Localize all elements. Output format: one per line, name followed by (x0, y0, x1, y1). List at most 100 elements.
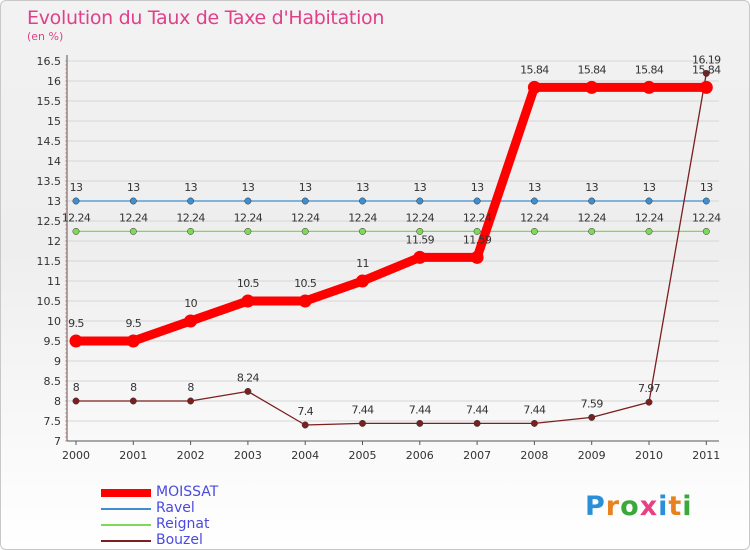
x-tick-label: 2005 (349, 449, 377, 462)
data-label: 13 (528, 181, 541, 194)
x-tick-label: 2009 (578, 449, 606, 462)
data-label: 13 (356, 181, 369, 194)
chart-legend: MOISSAT Ravel Reignat Bouzel (101, 484, 301, 549)
data-label: 11.59 (406, 233, 435, 246)
data-point (69, 334, 83, 348)
data-label: 11.59 (463, 233, 492, 246)
data-point (356, 274, 369, 288)
data-point (585, 80, 599, 94)
data-label: 7.4 (297, 405, 313, 418)
x-tick-label: 2002 (177, 449, 205, 462)
data-point (129, 227, 137, 235)
data-point (72, 227, 80, 235)
data-label: 13 (413, 181, 426, 194)
y-tick-label: 15.5 (37, 95, 62, 108)
data-point (359, 227, 366, 235)
data-label: 12.24 (234, 211, 263, 224)
data-label: 15.84 (635, 63, 664, 76)
data-label: 13 (471, 181, 484, 194)
data-label: 12.24 (692, 211, 721, 224)
data-label: 15.84 (692, 63, 721, 76)
grid-lines (67, 60, 719, 442)
y-tick-label: 12 (47, 235, 61, 248)
y-tick-label: 14 (47, 155, 61, 168)
data-label: 16.19 (692, 53, 721, 66)
data-label: 13 (700, 181, 713, 194)
y-tick-label: 16 (47, 75, 61, 88)
data-point (416, 419, 424, 427)
data-point (129, 397, 137, 405)
x-tick-label: 2004 (291, 449, 319, 462)
data-point (244, 227, 252, 235)
chart-unit-label: (en %) (27, 30, 64, 43)
data-label: 13 (299, 181, 312, 194)
proxiti-logo: Proxiti (585, 491, 693, 522)
data-label: 12.24 (520, 211, 549, 224)
data-point (359, 419, 366, 427)
series-line-bouzel (75, 72, 707, 426)
data-label: 13 (70, 181, 83, 194)
data-point (359, 197, 366, 205)
data-label: 8 (187, 381, 194, 394)
data-label: 12.24 (291, 211, 320, 224)
data-point (473, 197, 481, 205)
data-point (702, 69, 710, 77)
data-label: 12.24 (635, 211, 664, 224)
series-moissat (69, 80, 713, 348)
x-tick-label: 2008 (520, 449, 548, 462)
data-label: 9.5 (68, 317, 84, 330)
series-line-moissat (71, 82, 711, 346)
y-tick-label: 14.5 (37, 135, 62, 148)
y-tick-label: 13 (47, 195, 61, 208)
data-label: 7.97 (638, 382, 661, 395)
data-point (187, 227, 195, 235)
data-label: 13 (241, 181, 254, 194)
data-label: 10.5 (237, 277, 260, 290)
data-label: 7.44 (409, 403, 432, 416)
x-tick-label: 2010 (635, 449, 663, 462)
data-point (588, 413, 596, 421)
chart-title: Evolution du Taux de Taxe d'Habitation (27, 7, 385, 29)
y-tick-label: 11.5 (37, 255, 62, 268)
x-tick-label: 2000 (62, 449, 90, 462)
data-point (530, 197, 538, 205)
data-label: 7.44 (523, 403, 546, 416)
data-label: 13 (184, 181, 197, 194)
legend-label: Ravel (156, 500, 195, 516)
data-point (702, 197, 710, 205)
data-point (184, 314, 198, 328)
data-point (527, 80, 541, 94)
y-tick-label: 7.5 (44, 415, 62, 428)
series-reignat (72, 227, 710, 235)
legend-swatch (101, 540, 151, 542)
y-tick-label: 12.5 (37, 215, 62, 228)
data-label: 10.5 (294, 277, 317, 290)
data-point (72, 197, 80, 205)
y-tick-label: 10.5 (37, 295, 62, 308)
data-label: 8.24 (237, 371, 260, 384)
y-tick-label: 8 (54, 395, 61, 408)
data-point (473, 227, 481, 235)
data-point (470, 250, 484, 264)
legend-item-ravel: Ravel (101, 500, 301, 517)
legend-item-reignat: Reignat (101, 516, 301, 533)
data-point (642, 80, 656, 94)
data-label: 15.84 (520, 63, 549, 76)
data-label: 9.5 (125, 317, 141, 330)
data-point (413, 250, 427, 264)
data-point (129, 197, 137, 205)
data-point (126, 334, 140, 348)
data-point (187, 197, 195, 205)
data-label: 15.84 (577, 63, 606, 76)
y-tick-label: 8.5 (44, 375, 62, 388)
x-tick-label: 2007 (463, 449, 491, 462)
legend-swatch (101, 508, 151, 510)
data-point (473, 419, 481, 427)
data-label: 13 (643, 181, 656, 194)
data-label: 7.44 (351, 403, 374, 416)
series-bouzel (72, 69, 710, 429)
data-point (588, 227, 596, 235)
data-point (244, 387, 252, 395)
